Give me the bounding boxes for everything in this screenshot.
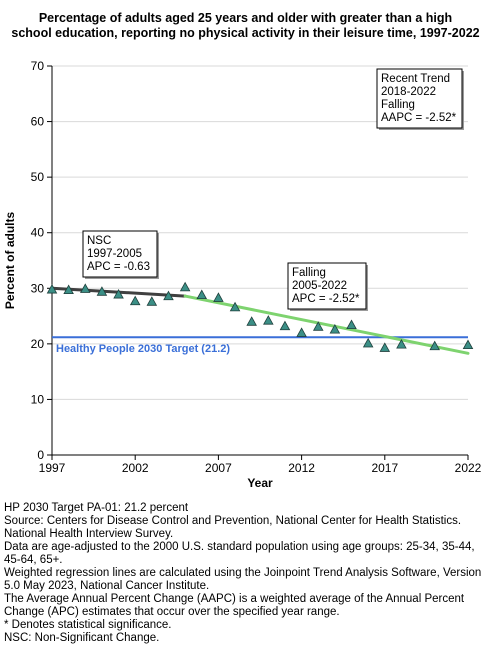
data-point xyxy=(279,320,291,331)
y-tick-label: 30 xyxy=(31,281,45,295)
x-tick-label: 2017 xyxy=(371,461,398,475)
annotation-box xyxy=(376,68,463,129)
data-point xyxy=(246,316,257,326)
chart-title-line-1: Percentage of adults aged 25 years and o… xyxy=(38,11,453,25)
annotation-text: Falling xyxy=(381,99,415,111)
data-point xyxy=(312,321,324,331)
data-point xyxy=(229,301,241,312)
data-point xyxy=(46,283,58,294)
y-axis-label: Percent of adults xyxy=(3,212,17,310)
data-point xyxy=(462,339,474,350)
data-point xyxy=(346,319,357,330)
data-point xyxy=(113,288,124,299)
target-label: Healthy People 2030 Target (21.2) xyxy=(56,343,230,355)
data-point xyxy=(379,342,391,352)
annotation-text: 1997-2005 xyxy=(87,248,142,260)
footnote-significance: * Denotes statistical significance. xyxy=(4,619,172,631)
y-tick-label: 40 xyxy=(31,226,45,240)
footnote-age-adjustment: Data are age-adjusted to the 2000 U.S. s… xyxy=(4,541,475,566)
data-point xyxy=(296,327,307,337)
y-tick-label: 0 xyxy=(37,448,44,462)
annotation-text: 2005-2022 xyxy=(292,280,347,292)
x-tick-label: 1997 xyxy=(39,461,66,475)
data-point xyxy=(396,338,407,349)
x-tick-label: 2012 xyxy=(288,461,315,475)
footnote-nsc: NSC: Non-Significant Change. xyxy=(4,632,160,644)
footnote-source: Source: Centers for Disease Control and … xyxy=(4,515,462,540)
x-tick-label: 2007 xyxy=(205,461,232,475)
data-point xyxy=(179,281,191,292)
annotation-text: NSC xyxy=(87,235,111,247)
annotation-text: 2018-2022 xyxy=(381,86,436,98)
data-point xyxy=(263,315,274,325)
annotation-text: Falling xyxy=(292,267,326,279)
annotation-text: APC = -2.52* xyxy=(292,293,360,305)
footnote-aapc: The Average Annual Percent Change (AAPC)… xyxy=(4,593,465,618)
x-tick-label: 2002 xyxy=(122,461,149,475)
y-tick-label: 20 xyxy=(31,337,45,351)
annotation-box xyxy=(82,230,158,278)
data-point xyxy=(196,289,208,300)
footnote-regression: Weighted regression lines are calculated… xyxy=(4,567,482,592)
data-point xyxy=(96,286,108,296)
chart-title: Percentage of adults aged 25 years and o… xyxy=(0,11,491,41)
annotation-text: Recent Trend xyxy=(381,73,450,85)
data-point xyxy=(163,290,174,301)
footnotes: HP 2030 Target PA-01: 21.2 percent Sourc… xyxy=(4,502,490,645)
data-point xyxy=(80,283,91,293)
annotation-text: AAPC = -2.52* xyxy=(381,112,457,124)
y-tick-label: 10 xyxy=(31,392,45,406)
trend-line xyxy=(183,294,470,355)
data-point xyxy=(429,340,440,351)
data-point xyxy=(329,323,341,334)
y-tick-label: 60 xyxy=(31,115,45,129)
data-point xyxy=(129,295,141,306)
footnote-target: HP 2030 Target PA-01: 21.2 percent xyxy=(4,502,189,514)
y-tick-label: 50 xyxy=(31,170,45,184)
x-tick-label: 2022 xyxy=(455,461,482,475)
data-point xyxy=(362,337,374,348)
data-point xyxy=(63,284,74,295)
y-tick-label: 70 xyxy=(31,59,45,73)
x-axis-label: Year xyxy=(247,476,273,490)
data-point xyxy=(146,296,158,306)
data-point xyxy=(213,292,224,302)
chart-plot: 0 10 20 30 40 50 60 70 1997 2002 2007 2012 2017 2022 Y… xyxy=(3,59,482,490)
annotation-box xyxy=(287,262,367,310)
annotation-text: APC = -0.63 xyxy=(87,261,150,273)
chart-title-line-2: school education, reporting no physical … xyxy=(11,26,480,40)
